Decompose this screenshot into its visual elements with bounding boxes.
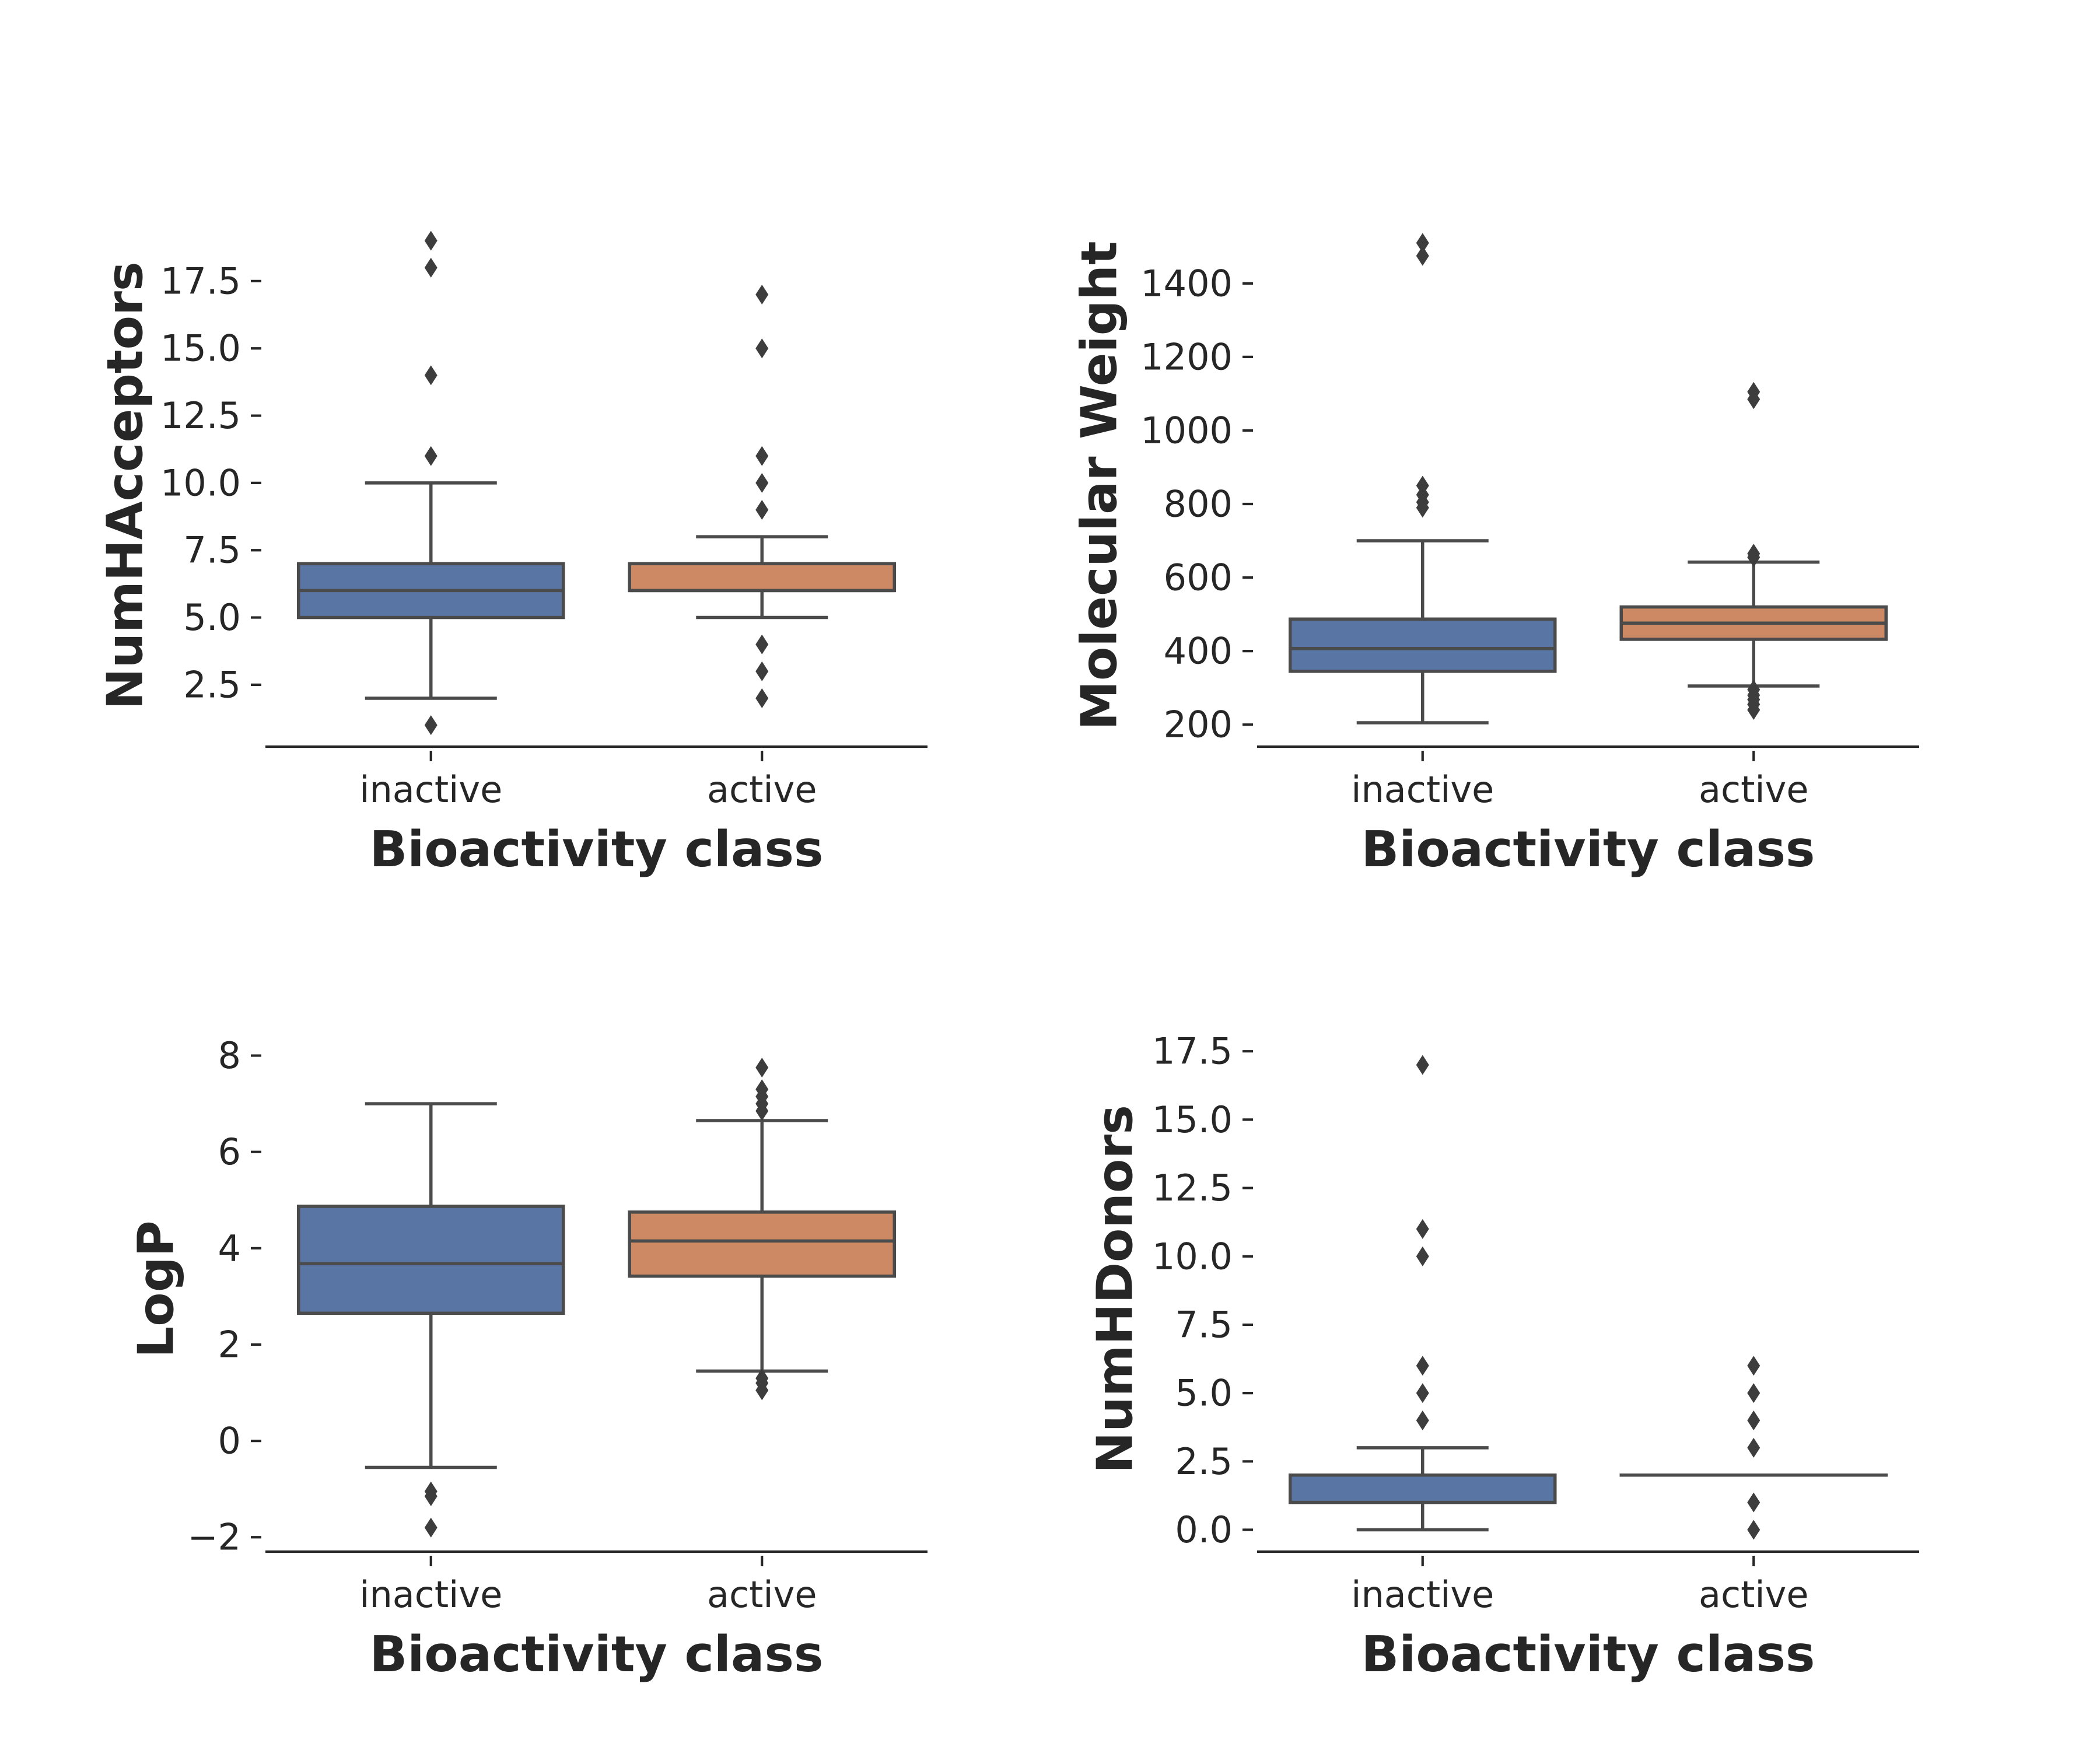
- outlier-point: [755, 688, 769, 708]
- y-tick-label: 800: [1164, 483, 1233, 526]
- y-tick-label: 600: [1164, 556, 1233, 599]
- boxplot-active: [1619, 1356, 1888, 1540]
- x-tick-label: active: [707, 1573, 817, 1616]
- box-iqr: [297, 1205, 565, 1315]
- outlier-point: [1747, 1356, 1760, 1376]
- y-tick-label: 0: [218, 1420, 241, 1462]
- outlier-point: [1747, 382, 1760, 402]
- y-tick-label: 17.5: [1152, 1030, 1233, 1073]
- y-tick-label: 17.5: [160, 260, 241, 302]
- boxplot-inactive: [1289, 233, 1557, 724]
- y-tick-label: 7.5: [183, 529, 241, 572]
- y-tick-label: 7.5: [1175, 1303, 1233, 1346]
- x-tick-label: inactive: [1351, 1573, 1494, 1616]
- y-axis-title: NumHDonors: [1087, 1105, 1144, 1474]
- x-tick-label: active: [1699, 1573, 1808, 1616]
- outlier-point: [1416, 1219, 1429, 1239]
- y-axis-title: NumHAcceptors: [97, 262, 155, 710]
- y-tick-label: 15.0: [1152, 1098, 1233, 1141]
- y-tick-label: 1400: [1140, 262, 1233, 304]
- outlier-point: [424, 1481, 438, 1502]
- y-tick-label: 400: [1164, 630, 1233, 673]
- outlier-point: [1416, 1246, 1429, 1266]
- outlier-point: [1747, 1410, 1760, 1430]
- outlier-point: [1416, 1410, 1429, 1430]
- y-tick-label: 4: [218, 1227, 241, 1269]
- panel-molecular-weight: 200 400 600 800 1000 1200 1400 inactive active Bi…: [1071, 233, 1919, 878]
- outlier-point: [1416, 246, 1429, 266]
- outlier-point: [424, 365, 438, 386]
- y-tick-label: 1200: [1140, 335, 1233, 378]
- outlier-point: [755, 500, 769, 520]
- x-tick-label: inactive: [359, 768, 502, 811]
- panel-numhdonors: 0.0 2.5 5.0 7.5 10.0 12.5 15.0 17.5 inactive acti…: [1087, 1030, 1919, 1684]
- outlier-point: [1416, 1055, 1429, 1075]
- y-axis-title: LogP: [128, 1220, 186, 1358]
- outlier-point: [755, 1368, 769, 1388]
- boxplot-active: [1619, 382, 1888, 720]
- outlier-point: [1416, 1383, 1429, 1404]
- panel-numhacceptors: 2.5 5.0 7.5 10.0 12.5 15.0 17.5 inactive active B…: [97, 230, 928, 878]
- outlier-point: [755, 1058, 769, 1078]
- boxplot-inactive: [297, 230, 565, 736]
- y-tick-label: 8: [218, 1034, 241, 1077]
- box-iqr: [628, 1210, 896, 1278]
- box-iqr: [1289, 617, 1557, 673]
- outlier-point: [1747, 1492, 1760, 1513]
- x-axis-title: Bioactivity class: [369, 821, 823, 878]
- outlier-point: [424, 230, 438, 251]
- y-tick-label: 2.5: [183, 663, 241, 706]
- x-axis-title: Bioactivity class: [1361, 1626, 1815, 1684]
- outlier-point: [755, 284, 769, 304]
- boxplot-inactive: [297, 1102, 565, 1538]
- x-tick-label: active: [707, 768, 817, 811]
- y-tick-label: −2: [188, 1516, 241, 1559]
- outlier-point: [424, 257, 438, 278]
- outlier-point: [755, 661, 769, 681]
- outlier-point: [1747, 544, 1760, 564]
- outlier-point: [1747, 680, 1760, 700]
- x-tick-label: inactive: [1351, 768, 1494, 811]
- y-tick-label: 2: [218, 1323, 241, 1366]
- y-tick-label: 15.0: [160, 327, 241, 370]
- y-tick-label: 6: [218, 1130, 241, 1173]
- y-tick-label: 12.5: [1152, 1167, 1233, 1209]
- x-axis-title: Bioactivity class: [369, 1626, 823, 1684]
- y-axis-title: Molecular Weight: [1071, 241, 1129, 730]
- outlier-point: [424, 715, 438, 736]
- box-iqr: [1289, 1474, 1557, 1504]
- box-iqr: [628, 562, 896, 593]
- outlier-point: [755, 446, 769, 466]
- boxplot-active: [628, 284, 896, 708]
- outlier-point: [424, 446, 438, 466]
- outlier-point: [755, 634, 769, 654]
- outlier-point: [1416, 475, 1429, 496]
- boxplot-active: [628, 1058, 896, 1401]
- y-tick-label: 2.5: [1175, 1440, 1233, 1483]
- y-tick-label: 5.0: [183, 596, 241, 639]
- y-tick-label: 1000: [1140, 409, 1233, 452]
- outlier-point: [1747, 1383, 1760, 1404]
- y-tick-label: 0.0: [1175, 1508, 1233, 1551]
- panel-logp: −2 0 2 4 6 8 inactive active Bioactivity class Lo…: [128, 1034, 928, 1684]
- outlier-point: [1747, 1437, 1760, 1458]
- x-axis-title: Bioactivity class: [1361, 821, 1815, 878]
- x-tick-label: inactive: [359, 1573, 502, 1616]
- y-tick-label: 10.0: [1152, 1235, 1233, 1278]
- y-tick-label: 12.5: [160, 394, 241, 437]
- outlier-point: [1747, 1520, 1760, 1540]
- outlier-point: [1416, 233, 1429, 253]
- outlier-point: [1416, 1356, 1429, 1376]
- outlier-point: [424, 1517, 438, 1538]
- outlier-point: [755, 1079, 769, 1100]
- outlier-point: [755, 473, 769, 493]
- boxplot-inactive: [1289, 1055, 1557, 1532]
- y-tick-label: 200: [1164, 704, 1233, 746]
- y-tick-label: 10.0: [160, 461, 241, 504]
- x-tick-label: active: [1699, 768, 1808, 811]
- y-tick-label: 5.0: [1175, 1372, 1233, 1415]
- outlier-point: [755, 338, 769, 359]
